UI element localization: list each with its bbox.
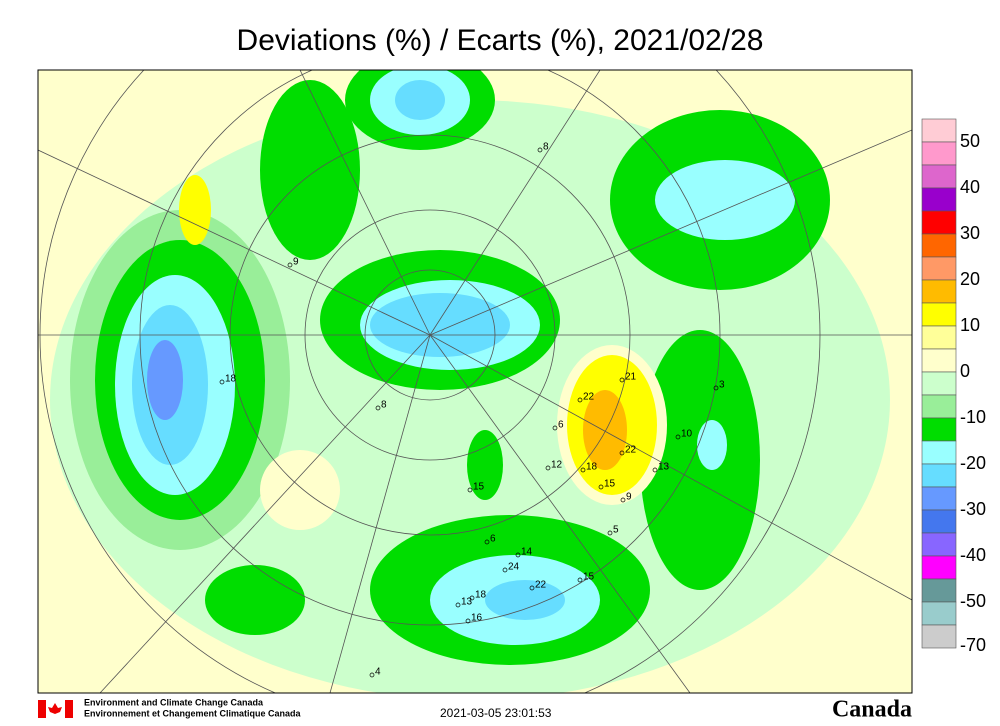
station-value: 9 <box>293 257 299 268</box>
legend-swatch <box>921 118 957 143</box>
station-dot <box>287 262 293 268</box>
legend-swatch <box>921 486 957 511</box>
station-value: 15 <box>583 572 595 583</box>
station-dot <box>577 577 583 583</box>
station-value: 15 <box>473 482 485 493</box>
legend-swatch <box>921 256 957 281</box>
station-dot <box>529 585 535 591</box>
legend: 50 40 30 20 10 0 -10 -20 -30 -40 -50 -70 <box>921 118 986 655</box>
map <box>38 70 912 693</box>
station-value: 8 <box>543 142 549 153</box>
station-dot <box>515 552 521 558</box>
station-dot <box>484 539 490 545</box>
legend-label: 50 <box>960 131 980 151</box>
station-labels: 8189681222212218159131031513181624221415… <box>219 142 725 678</box>
legend-swatch <box>921 463 957 488</box>
legend-swatch <box>921 417 957 442</box>
station-dot <box>469 595 475 601</box>
wordmark: Canada <box>832 697 912 723</box>
station-value: 22 <box>535 580 547 591</box>
legend-swatch <box>921 187 957 212</box>
station-dot <box>465 618 471 624</box>
legend-label: -10 <box>960 407 986 427</box>
station-value: 21 <box>625 372 637 383</box>
legend-swatch <box>921 371 957 396</box>
legend-swatch <box>921 302 957 327</box>
agency-en: Environment and Climate Change Canada <box>84 697 264 707</box>
title: Deviations (%) / Ecarts (%), 2021/02/28 <box>237 24 764 57</box>
station-value: 9 <box>626 492 632 503</box>
map-frame <box>37 69 913 694</box>
station-value: 24 <box>508 562 520 573</box>
station-value: 18 <box>475 590 487 601</box>
station-dot <box>455 602 461 608</box>
station-dot <box>598 484 604 490</box>
station-dot <box>552 425 558 431</box>
legend-label: -30 <box>960 499 986 519</box>
station-dot <box>713 385 719 391</box>
legend-swatch <box>921 555 957 580</box>
station-value: 22 <box>625 445 637 456</box>
station-value: 14 <box>521 547 533 558</box>
station-dot <box>577 397 583 403</box>
station-value: 18 <box>586 462 598 473</box>
station-dot <box>620 497 626 503</box>
legend-label: 10 <box>960 315 980 335</box>
station-value: 3 <box>719 380 725 391</box>
legend-swatch <box>921 233 957 258</box>
agency-fr: Environnement et Changement Climatique C… <box>84 708 302 718</box>
legend-swatch <box>921 509 957 534</box>
station-value: 16 <box>471 613 483 624</box>
legend-swatch <box>921 141 957 166</box>
legend-swatch <box>921 210 957 235</box>
station-value: 4 <box>375 667 381 678</box>
legend-label: 0 <box>960 361 970 381</box>
timestamp: 2021-03-05 23:01:53 <box>440 706 552 720</box>
station-value: 18 <box>225 374 237 385</box>
station-value: 5 <box>613 525 619 536</box>
legend-label: -50 <box>960 591 986 611</box>
station-value: 12 <box>551 460 563 471</box>
footer: Environment and Climate Change Canada En… <box>38 697 912 723</box>
legend-swatch <box>921 601 957 626</box>
station-value: 6 <box>490 534 496 545</box>
station-value: 13 <box>658 462 670 473</box>
station-dot <box>502 567 508 573</box>
legend-label: 30 <box>960 223 980 243</box>
legend-label: 40 <box>960 177 980 197</box>
legend-swatch <box>921 325 957 350</box>
station-dot <box>652 467 658 473</box>
station-dot <box>619 377 625 383</box>
station-value: 22 <box>583 392 595 403</box>
legend-swatch <box>921 164 957 189</box>
station-value: 6 <box>558 420 564 431</box>
station-dot <box>375 405 381 411</box>
legend-swatch <box>921 394 957 419</box>
station-dot <box>537 147 543 153</box>
station-value: 13 <box>461 597 473 608</box>
legend-label: -20 <box>960 453 986 473</box>
station-dot <box>580 467 586 473</box>
station-value: 8 <box>381 400 387 411</box>
station-dot <box>607 530 613 536</box>
station-dot <box>219 379 225 385</box>
station-dot <box>369 672 375 678</box>
station-value: 10 <box>681 429 693 440</box>
legend-swatch <box>921 440 957 465</box>
legend-label: 20 <box>960 269 980 289</box>
station-dot <box>675 434 681 440</box>
legend-swatch <box>921 532 957 557</box>
legend-label: -70 <box>960 635 986 655</box>
legend-swatch <box>921 624 957 649</box>
legend-label: -40 <box>960 545 986 565</box>
station-dot <box>467 487 473 493</box>
legend-swatch <box>921 279 957 304</box>
legend-swatch <box>921 578 957 603</box>
station-dot <box>545 465 551 471</box>
station-value: 15 <box>604 479 616 490</box>
legend-swatch <box>921 348 957 373</box>
station-dot <box>619 450 625 456</box>
